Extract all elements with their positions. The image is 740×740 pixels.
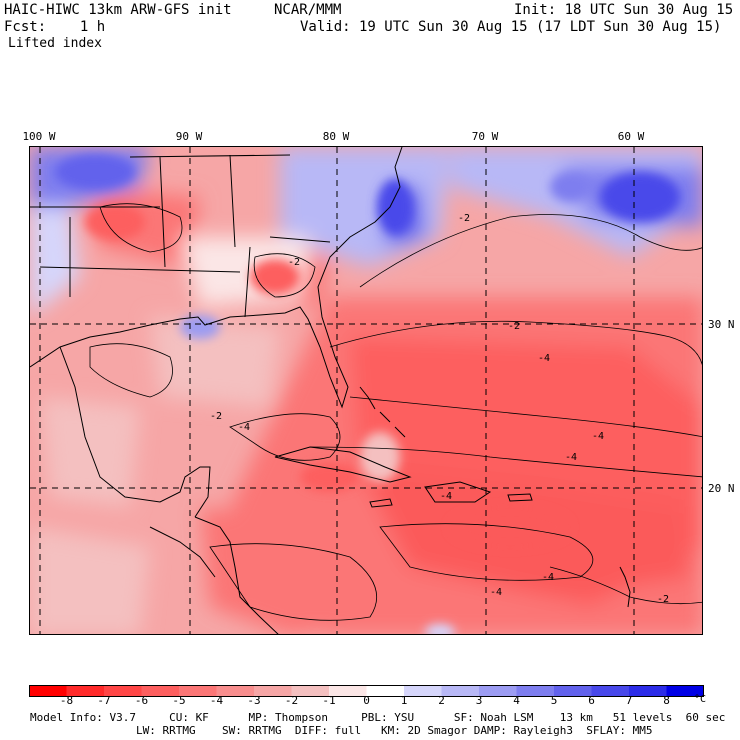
colorbar-tick-label: -8 xyxy=(59,694,74,707)
colorbar-swatch xyxy=(66,685,105,697)
colorbar-tick-label: 1 xyxy=(400,694,408,707)
contour-label: -4 xyxy=(542,572,554,583)
colorbar-swatch xyxy=(404,685,442,697)
colorbar-tick-label: 3 xyxy=(475,694,483,707)
colorbar-tick-label: 8 xyxy=(663,694,670,707)
contour-label: -4 xyxy=(538,353,550,364)
lon-label-100w: 100 W xyxy=(22,130,56,143)
contour-label: -4 xyxy=(565,452,577,463)
colorbar-swatch xyxy=(516,685,555,697)
colorbar-tick-label: -3 xyxy=(247,694,261,707)
field-name: Lifted index xyxy=(8,36,102,51)
model-info-line1: Model Info: V3.7 CU: KF MP: Thompson PBL… xyxy=(30,711,726,724)
forecast-hour: Fcst: 1 h xyxy=(4,19,106,35)
contour-label: -2 xyxy=(458,213,470,224)
lon-label-70w: 70 W xyxy=(471,130,499,143)
coastlines xyxy=(30,147,631,634)
lon-label-80w: 80 W xyxy=(322,130,350,143)
lifted-index-map: -2 -2 -2 -2 -2 -4 -4 -4 -4 -4 -4 -4 xyxy=(29,146,703,635)
colorbar-tick-label: 7 xyxy=(625,694,633,707)
colorbar-swatch xyxy=(291,685,330,697)
colorbar-swatch xyxy=(554,685,592,697)
colorbar-swatch xyxy=(666,685,705,697)
contour-label: -4 xyxy=(592,431,604,442)
colorbar-tick-label: 5 xyxy=(550,694,558,707)
map-canvas: -2 -2 -2 -2 -2 -4 -4 -4 -4 -4 -4 -4 xyxy=(30,147,702,634)
colorbar-tick-label: -5 xyxy=(172,694,186,707)
lat-label-30n: 30 N xyxy=(708,318,735,331)
field-details xyxy=(55,154,680,634)
colorbar-swatch xyxy=(29,685,67,697)
model-info-line2: LW: RRTMG SW: RRTMG DIFF: full KM: 2D Sm… xyxy=(30,724,653,737)
contour-label: -4 xyxy=(440,491,452,502)
colorbar-tick-label: 4 xyxy=(513,694,520,707)
colorbar-tick-label: -1 xyxy=(322,694,336,707)
colorbar-swatch xyxy=(254,685,292,697)
contour-label: -4 xyxy=(238,422,250,433)
valid-time: Valid: 19 UTC Sun 30 Aug 15 (17 LDT Sun … xyxy=(300,19,722,35)
colorbar-tick-label: -2 xyxy=(284,694,299,707)
colorbar-tick-label: 2 xyxy=(438,694,445,707)
contour-label: -2 xyxy=(508,321,520,332)
colorbar-tick-label: -7 xyxy=(97,694,111,707)
contour-label: -2 xyxy=(657,594,669,605)
model-title: HAIC-HIWC 13km ARW-GFS init xyxy=(4,2,232,18)
colorbar-swatch xyxy=(366,685,405,697)
colorbar-tick-label: 6 xyxy=(588,694,595,707)
contour-label: -4 xyxy=(490,587,502,598)
colorbar-swatch xyxy=(441,685,480,697)
lat-label-20n: 20 N xyxy=(708,482,735,495)
lon-label-90w: 90 W xyxy=(175,130,203,143)
latlon-grid xyxy=(30,147,702,634)
colorbar-frame xyxy=(29,685,704,697)
colorbar-unit: °C xyxy=(694,694,707,705)
colorbar-swatch xyxy=(104,685,142,697)
colorbar-tick-label: 0 xyxy=(363,694,370,707)
colorbar-swatch xyxy=(179,685,217,697)
contour-lines xyxy=(89,203,702,621)
colorbar-swatch xyxy=(591,685,630,697)
colorbar-tick-label: -6 xyxy=(134,694,149,707)
colorbar-swatch xyxy=(329,685,367,697)
org-label: NCAR/MMM xyxy=(274,2,342,18)
colorbar-tick-label: -4 xyxy=(209,694,224,707)
colorbar-swatch xyxy=(629,685,667,697)
field-shading xyxy=(30,147,702,634)
contour-label: -2 xyxy=(288,257,300,268)
colorbar-swatches xyxy=(29,685,705,697)
init-time: Init: 18 UTC Sun 30 Aug 15 xyxy=(514,2,734,18)
colorbar xyxy=(29,682,705,701)
colorbar-swatch xyxy=(141,685,180,697)
lon-label-60w: 60 W xyxy=(617,130,645,143)
colorbar-swatch xyxy=(216,685,255,697)
colorbar-swatch xyxy=(479,685,517,697)
contour-label: -2 xyxy=(210,411,222,422)
